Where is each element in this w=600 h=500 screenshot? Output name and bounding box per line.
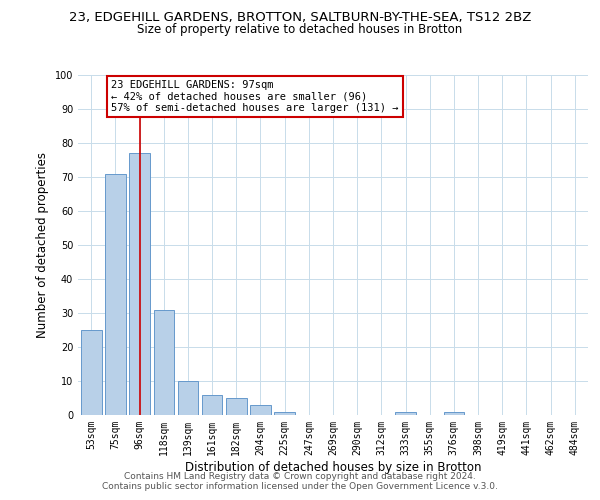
Text: Contains public sector information licensed under the Open Government Licence v.: Contains public sector information licen… xyxy=(102,482,498,491)
Bar xyxy=(81,330,101,415)
Bar xyxy=(274,412,295,415)
Text: 23, EDGEHILL GARDENS, BROTTON, SALTBURN-BY-THE-SEA, TS12 2BZ: 23, EDGEHILL GARDENS, BROTTON, SALTBURN-… xyxy=(69,11,531,24)
Bar xyxy=(226,398,247,415)
Bar xyxy=(250,405,271,415)
Text: Size of property relative to detached houses in Brotton: Size of property relative to detached ho… xyxy=(137,24,463,36)
Bar xyxy=(154,310,174,415)
Text: 23 EDGEHILL GARDENS: 97sqm
← 42% of detached houses are smaller (96)
57% of semi: 23 EDGEHILL GARDENS: 97sqm ← 42% of deta… xyxy=(111,80,398,114)
X-axis label: Distribution of detached houses by size in Brotton: Distribution of detached houses by size … xyxy=(185,460,481,473)
Bar xyxy=(178,381,198,415)
Bar xyxy=(443,412,464,415)
Y-axis label: Number of detached properties: Number of detached properties xyxy=(36,152,49,338)
Bar xyxy=(105,174,126,415)
Text: Contains HM Land Registry data © Crown copyright and database right 2024.: Contains HM Land Registry data © Crown c… xyxy=(124,472,476,481)
Bar xyxy=(202,394,223,415)
Bar xyxy=(130,153,150,415)
Bar xyxy=(395,412,416,415)
